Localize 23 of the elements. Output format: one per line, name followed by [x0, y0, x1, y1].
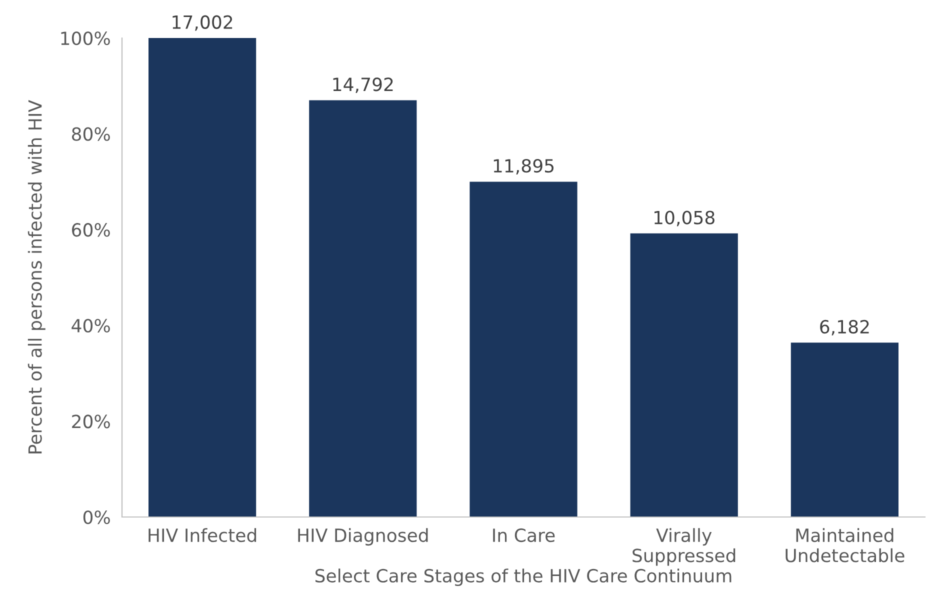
y-axis-title: Percent of all persons infected with HIV — [28, 100, 46, 454]
annotation: 17,002 — [172, 15, 232, 31]
bar — [309, 100, 417, 517]
y-tick-label: 60% — [72, 223, 110, 237]
x-tick-label: HIV Infected — [148, 528, 256, 542]
bar — [630, 233, 738, 517]
y-tick-label: 0% — [83, 510, 110, 524]
bar — [148, 38, 256, 517]
annotation: 14,792 — [333, 78, 393, 94]
x-tick-label: In Care — [493, 528, 555, 542]
y-tick-label: 40% — [72, 318, 110, 333]
annotation: 11,895 — [494, 158, 554, 174]
x-tick-label: Maintained Undetectable — [786, 528, 904, 562]
y-tick-label: 100% — [61, 31, 110, 46]
annotation: 6,182 — [820, 320, 869, 336]
bar — [790, 342, 898, 517]
annotation: 10,058 — [654, 210, 714, 226]
x-tick-label: Virally Suppressed — [632, 528, 736, 566]
x-tick-label: HIV Diagnosed — [298, 528, 428, 546]
y-tick-label: 20% — [72, 414, 110, 428]
x-axis-title: Select Care Stages of the HIV Care Continuum — [315, 568, 732, 586]
y-tick-label: 80% — [72, 127, 110, 141]
bar — [470, 182, 578, 517]
